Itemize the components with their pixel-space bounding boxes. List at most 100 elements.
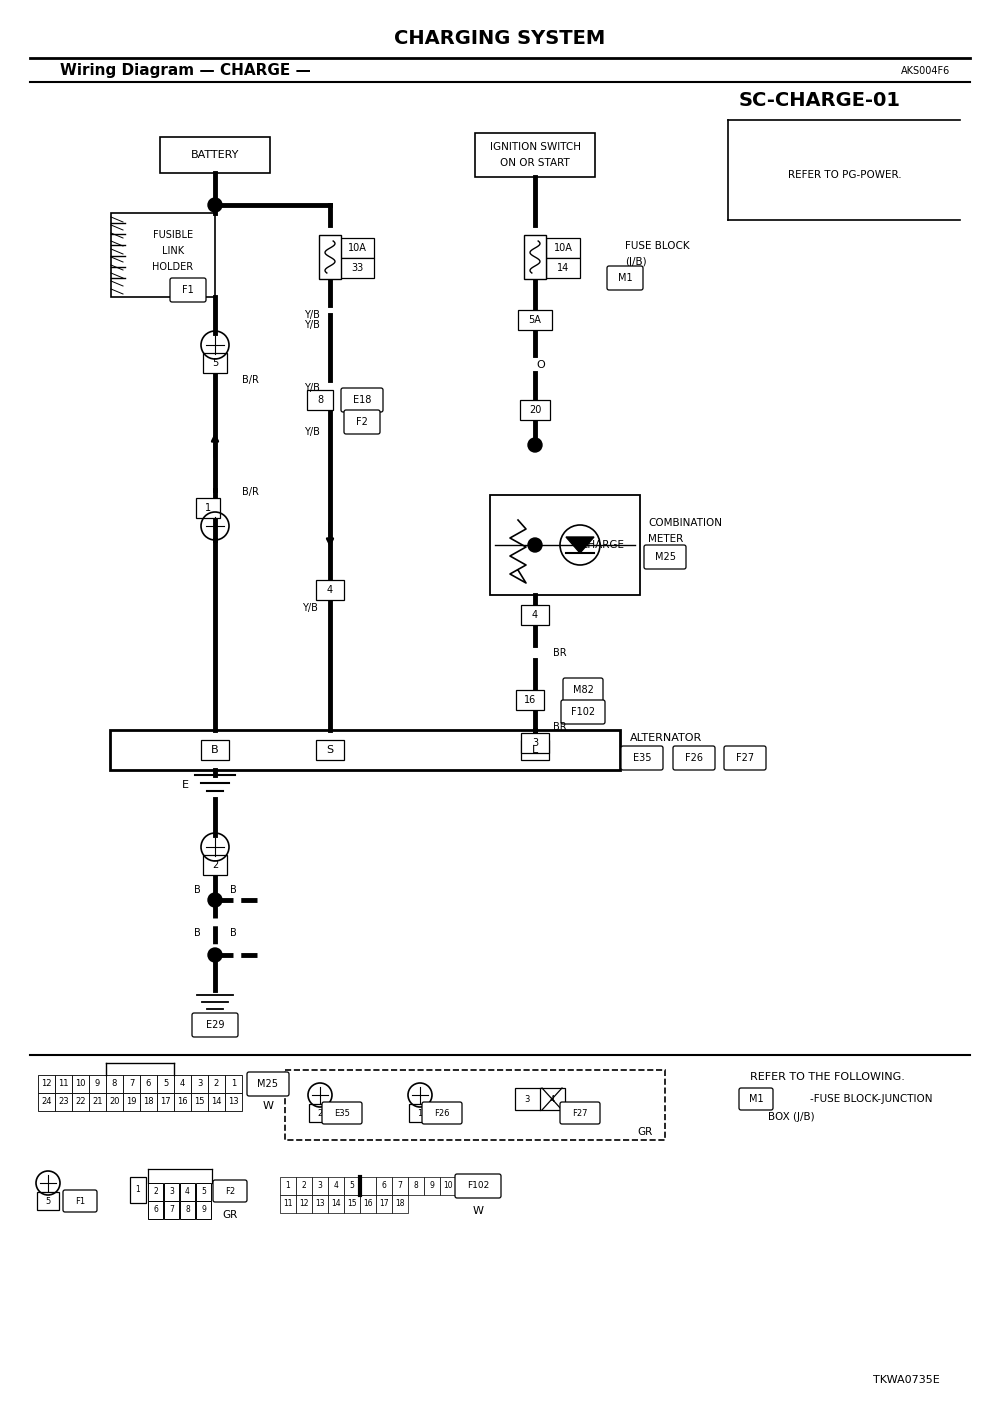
Text: ON OR START: ON OR START bbox=[500, 158, 570, 168]
Text: 7: 7 bbox=[398, 1182, 402, 1191]
Bar bbox=[123, 1093, 140, 1111]
Bar bbox=[328, 1176, 344, 1195]
Text: M25: M25 bbox=[654, 551, 676, 561]
Bar bbox=[140, 1093, 157, 1111]
Bar bbox=[518, 310, 552, 329]
Bar bbox=[328, 1195, 344, 1213]
Text: 4: 4 bbox=[185, 1188, 190, 1196]
Bar bbox=[110, 730, 620, 771]
Text: 4: 4 bbox=[549, 1094, 555, 1103]
Bar bbox=[106, 1075, 123, 1093]
Text: Y/B: Y/B bbox=[304, 310, 320, 320]
Bar bbox=[55, 1093, 72, 1111]
FancyBboxPatch shape bbox=[561, 700, 605, 724]
Text: 14: 14 bbox=[331, 1199, 341, 1209]
Text: 15: 15 bbox=[194, 1097, 205, 1107]
Bar bbox=[55, 1075, 72, 1093]
Bar bbox=[521, 740, 549, 759]
Text: Y/B: Y/B bbox=[304, 320, 320, 329]
Text: TKWA0735E: TKWA0735E bbox=[873, 1374, 940, 1384]
Bar bbox=[515, 1087, 565, 1110]
Bar bbox=[316, 580, 344, 600]
Bar bbox=[409, 1104, 431, 1121]
Text: 4: 4 bbox=[327, 585, 333, 595]
Text: FUSE BLOCK: FUSE BLOCK bbox=[625, 240, 690, 252]
Bar bbox=[191, 1093, 208, 1111]
Text: 12: 12 bbox=[41, 1079, 52, 1089]
Bar bbox=[157, 1093, 174, 1111]
Text: 15: 15 bbox=[347, 1199, 357, 1209]
Text: M1: M1 bbox=[749, 1094, 763, 1104]
FancyBboxPatch shape bbox=[213, 1181, 247, 1202]
Text: 4: 4 bbox=[334, 1182, 338, 1191]
Bar bbox=[546, 238, 580, 257]
Text: BATTERY: BATTERY bbox=[191, 150, 239, 160]
Bar bbox=[516, 690, 544, 710]
Bar bbox=[225, 1093, 242, 1111]
Text: 2: 2 bbox=[153, 1188, 158, 1196]
Text: CHARGING SYSTEM: CHARGING SYSTEM bbox=[394, 28, 606, 48]
FancyBboxPatch shape bbox=[739, 1087, 773, 1110]
Text: 21: 21 bbox=[92, 1097, 103, 1107]
Text: F26: F26 bbox=[685, 754, 703, 764]
Bar bbox=[360, 1176, 376, 1195]
Text: B: B bbox=[194, 885, 200, 895]
Text: B/R: B/R bbox=[242, 486, 259, 496]
Text: M1: M1 bbox=[618, 273, 632, 283]
Bar bbox=[440, 1176, 456, 1195]
Text: S: S bbox=[326, 745, 334, 755]
Text: 10: 10 bbox=[443, 1182, 453, 1191]
Text: F1: F1 bbox=[182, 286, 194, 296]
Text: F27: F27 bbox=[736, 754, 754, 764]
Bar bbox=[72, 1075, 89, 1093]
Bar bbox=[164, 1184, 179, 1200]
FancyBboxPatch shape bbox=[192, 1012, 238, 1036]
Bar bbox=[157, 1075, 174, 1093]
Bar bbox=[392, 1176, 408, 1195]
Text: 5: 5 bbox=[45, 1196, 51, 1206]
FancyBboxPatch shape bbox=[563, 677, 603, 701]
Bar bbox=[148, 1200, 163, 1219]
Bar bbox=[148, 1184, 163, 1200]
Circle shape bbox=[528, 438, 542, 452]
Text: W: W bbox=[262, 1102, 274, 1111]
Text: -FUSE BLOCK-JUNCTION: -FUSE BLOCK-JUNCTION bbox=[810, 1094, 932, 1104]
Bar bbox=[376, 1195, 392, 1213]
FancyBboxPatch shape bbox=[673, 747, 715, 771]
Bar bbox=[225, 1075, 242, 1093]
Bar bbox=[89, 1093, 106, 1111]
Text: B: B bbox=[194, 928, 200, 937]
FancyBboxPatch shape bbox=[322, 1102, 362, 1124]
Text: 3: 3 bbox=[524, 1094, 530, 1103]
Text: 18: 18 bbox=[395, 1199, 405, 1209]
Bar bbox=[280, 1176, 296, 1195]
Text: O: O bbox=[537, 361, 545, 370]
Text: F2: F2 bbox=[225, 1186, 235, 1195]
Bar bbox=[360, 1195, 376, 1213]
Text: 13: 13 bbox=[315, 1199, 325, 1209]
Text: 5: 5 bbox=[212, 358, 218, 368]
Text: 8: 8 bbox=[185, 1206, 190, 1215]
Text: 6: 6 bbox=[382, 1182, 386, 1191]
Text: W: W bbox=[473, 1206, 484, 1216]
Text: 16: 16 bbox=[177, 1097, 188, 1107]
Bar bbox=[123, 1075, 140, 1093]
FancyBboxPatch shape bbox=[344, 410, 380, 434]
Text: ALTERNATOR: ALTERNATOR bbox=[630, 732, 702, 742]
Text: 9: 9 bbox=[201, 1206, 206, 1215]
Bar bbox=[208, 1093, 225, 1111]
Text: IGNITION SWITCH: IGNITION SWITCH bbox=[490, 141, 580, 151]
Text: ,: , bbox=[728, 751, 732, 765]
Bar bbox=[174, 1093, 191, 1111]
Text: 10A: 10A bbox=[554, 243, 572, 253]
Bar bbox=[208, 1075, 225, 1093]
Bar bbox=[475, 133, 595, 177]
Bar bbox=[309, 1104, 331, 1121]
Text: 11: 11 bbox=[283, 1199, 293, 1209]
Bar bbox=[174, 1075, 191, 1093]
Text: 6: 6 bbox=[153, 1206, 158, 1215]
FancyBboxPatch shape bbox=[455, 1174, 501, 1198]
Text: REFER TO PG-POWER.: REFER TO PG-POWER. bbox=[788, 170, 902, 180]
Bar bbox=[392, 1195, 408, 1213]
Text: 1: 1 bbox=[286, 1182, 290, 1191]
